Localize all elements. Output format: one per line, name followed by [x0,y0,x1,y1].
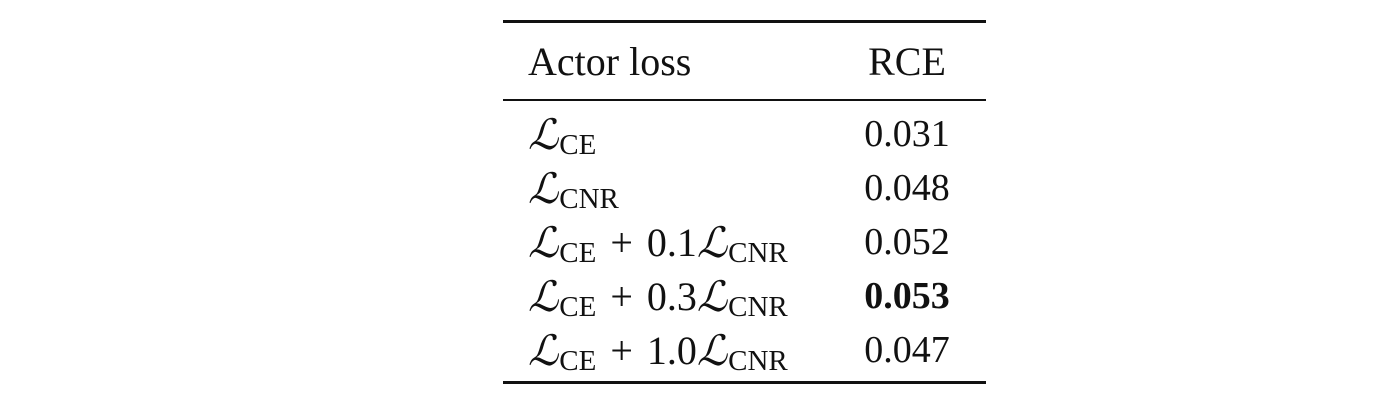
table-body: ℒ CE 0.031 ℒ CNR 0.048 ℒ CE +0.1 ℒ CNR 0.052 ℒ CE +0.3… [503,101,986,381]
table-row: ℒ CE 0.031 [503,107,986,161]
loss-subscript: CNR [728,344,788,377]
table-row: ℒ CE +0.1 ℒ CNR 0.052 [503,215,986,269]
actor-loss-cell: ℒ CE +1.0 ℒ CNR [528,323,788,377]
loss-symbol: ℒ [528,325,559,375]
results-table: Actor loss RCE ℒ CE 0.031 ℒ CNR 0.048 ℒ CE +0.1 ℒ… [503,20,986,384]
loss-subscript: CE [559,236,597,269]
loss-symbol: ℒ [528,163,559,213]
loss-symbol: ℒ [528,271,559,321]
coefficient: 0.1 [646,219,697,265]
loss-subscript: CE [559,344,597,377]
plus-operator: + [610,219,633,265]
bottom-rule [503,381,986,384]
loss-subscript: CE [559,290,597,323]
loss-symbol: ℒ [528,109,559,159]
table-row: ℒ CE +0.3 ℒ CNR 0.053 [503,269,986,323]
loss-symbol: ℒ [696,217,728,267]
coefficient: 1.0 [646,327,697,373]
loss-subscript: CE [559,128,597,161]
table-row: ℒ CE +1.0 ℒ CNR 0.047 [503,323,986,377]
plus-operator: + [610,327,633,373]
rce-value: 0.031 [864,113,950,155]
rce-value: 0.053 [864,275,950,317]
rce-value: 0.047 [864,329,950,371]
actor-loss-cell: ℒ CE +0.1 ℒ CNR [528,215,788,269]
actor-loss-cell: ℒ CE +0.3 ℒ CNR [528,269,788,323]
table-row: ℒ CNR 0.048 [503,161,986,215]
actor-loss-cell: ℒ CNR [528,161,619,215]
header-actor-loss: Actor loss [528,38,692,84]
mid-rule [503,99,986,101]
coefficient: 0.3 [646,273,697,319]
loss-symbol: ℒ [696,325,728,375]
header-row: Actor loss RCE [503,23,986,99]
loss-subscript: CNR [559,182,619,215]
loss-subscript: CNR [728,290,788,323]
actor-loss-cell: ℒ CE [528,107,596,161]
top-rule [503,20,986,23]
header-rce: RCE [868,38,946,84]
loss-symbol: ℒ [528,217,559,267]
loss-symbol: ℒ [696,271,728,321]
loss-subscript: CNR [728,236,788,269]
rce-value: 0.048 [864,167,950,209]
plus-operator: + [610,273,633,319]
rce-value: 0.052 [864,221,950,263]
